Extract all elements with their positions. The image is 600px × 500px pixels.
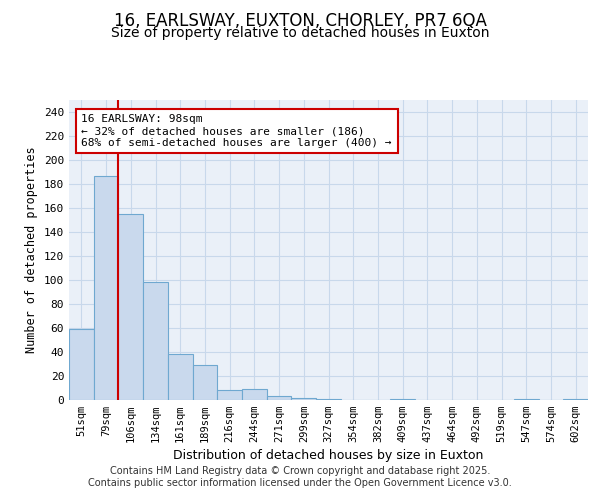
Text: 16, EARLSWAY, EUXTON, CHORLEY, PR7 6QA: 16, EARLSWAY, EUXTON, CHORLEY, PR7 6QA	[113, 12, 487, 30]
Bar	[168, 354, 193, 400]
Bar	[267, 396, 292, 400]
Y-axis label: Number of detached properties: Number of detached properties	[25, 146, 38, 354]
Bar	[563, 399, 588, 400]
Bar	[217, 390, 242, 400]
Bar	[94, 176, 118, 400]
Text: 16 EARLSWAY: 98sqm
← 32% of detached houses are smaller (186)
68% of semi-detach: 16 EARLSWAY: 98sqm ← 32% of detached hou…	[82, 114, 392, 148]
Bar	[193, 365, 217, 400]
Bar	[143, 282, 168, 400]
Bar	[514, 399, 539, 400]
Text: Contains HM Land Registry data © Crown copyright and database right 2025.
Contai: Contains HM Land Registry data © Crown c…	[88, 466, 512, 487]
X-axis label: Distribution of detached houses by size in Euxton: Distribution of detached houses by size …	[173, 450, 484, 462]
Bar	[242, 389, 267, 400]
Bar	[316, 399, 341, 400]
Bar	[69, 329, 94, 400]
Bar	[292, 398, 316, 400]
Bar	[390, 399, 415, 400]
Bar	[118, 214, 143, 400]
Text: Size of property relative to detached houses in Euxton: Size of property relative to detached ho…	[111, 26, 489, 40]
